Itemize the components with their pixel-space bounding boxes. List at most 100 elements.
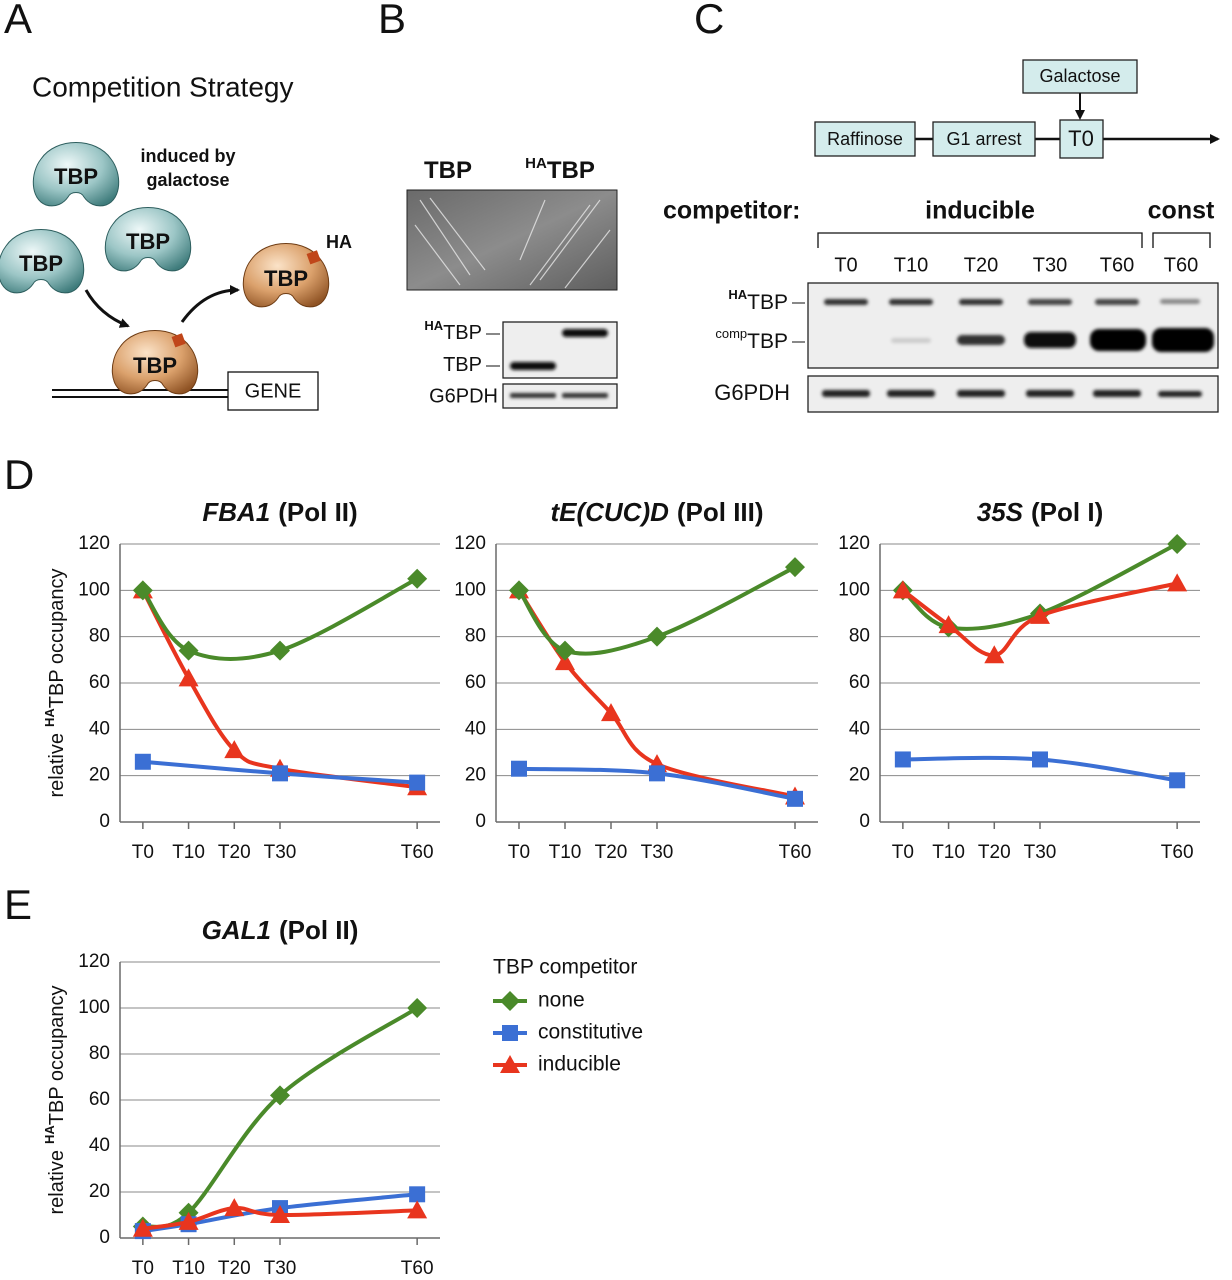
marker-square bbox=[894, 751, 911, 768]
marker-triangle bbox=[178, 1211, 199, 1230]
marker-triangle bbox=[407, 1200, 428, 1219]
y-tick-label: 40 bbox=[849, 718, 870, 739]
y-tick-label: 120 bbox=[78, 533, 110, 554]
marker-triangle bbox=[132, 1218, 153, 1237]
y-tick-label: 0 bbox=[859, 811, 870, 832]
timeline-box bbox=[932, 121, 1036, 157]
marker-triangle bbox=[500, 1055, 520, 1073]
panel-label: E bbox=[4, 881, 32, 928]
y-tick-label: 60 bbox=[849, 672, 870, 693]
y-tick-label: 80 bbox=[89, 626, 110, 647]
x-tick-label: T0 bbox=[892, 842, 914, 863]
x-tick-label: T30 bbox=[1024, 842, 1057, 863]
x-tick-label: T20 bbox=[218, 1258, 251, 1279]
inducer-box bbox=[1022, 59, 1138, 94]
y-tick-label: 40 bbox=[465, 718, 486, 739]
y-tick-label: 20 bbox=[89, 765, 110, 786]
label-base: TBP bbox=[547, 157, 595, 184]
blot-band bbox=[562, 329, 608, 337]
protein-label: TBP bbox=[19, 251, 63, 276]
plate-photo bbox=[406, 189, 618, 291]
chart-title: FBA1 (Pol II) bbox=[202, 497, 357, 527]
bracket bbox=[817, 232, 1143, 248]
marker-diamond bbox=[555, 640, 575, 661]
marker-square bbox=[511, 760, 527, 777]
series-line bbox=[142, 1006, 419, 1229]
competitor-label: competitor: bbox=[663, 197, 801, 225]
ha-tag bbox=[171, 333, 186, 348]
panel-c: C Raffinose G1 arrest T0 Galactose compe… bbox=[663, 0, 1220, 413]
y-axis-label: relative HATBP occupancy bbox=[42, 569, 68, 798]
marker-triangle bbox=[1030, 605, 1050, 624]
marker-diamond bbox=[407, 998, 428, 1018]
arrow bbox=[180, 285, 240, 323]
polymerase: (Pol III) bbox=[677, 497, 764, 527]
gene-name: 35S bbox=[977, 497, 1024, 527]
y-tick-label: 0 bbox=[99, 1227, 110, 1248]
y-tick-label: 20 bbox=[849, 765, 870, 786]
timeline-box bbox=[1059, 119, 1104, 159]
x-tick-label: T60 bbox=[1161, 842, 1194, 863]
marker-square bbox=[649, 765, 665, 782]
blot-band bbox=[510, 362, 556, 370]
polymerase: (Pol I) bbox=[1031, 497, 1103, 527]
label-base: TBP bbox=[747, 330, 788, 353]
protein-label: TBP bbox=[264, 266, 308, 291]
superscript: HA bbox=[42, 1125, 57, 1144]
marker-triangle bbox=[892, 580, 913, 599]
label-prefix: relative bbox=[46, 733, 68, 797]
tag-label: HA bbox=[326, 232, 352, 252]
legend-title: TBP competitor bbox=[493, 956, 637, 979]
gene-box bbox=[227, 371, 319, 411]
y-tick-label: 80 bbox=[465, 626, 486, 647]
line-chart: GAL1 (Pol II) 0 20 40 60 80 100 120 T0 T10 T20 T30 T6… bbox=[42, 915, 643, 1279]
panel-label: C bbox=[694, 0, 724, 42]
lane-label: T10 bbox=[894, 254, 928, 276]
lane-label: T60 bbox=[1164, 254, 1198, 276]
x-tick-label: T0 bbox=[132, 842, 154, 863]
series-line bbox=[517, 565, 796, 656]
y-tick-label: 0 bbox=[475, 811, 486, 832]
blot-label: HATBP bbox=[728, 287, 788, 313]
panel-a: A Competition Strategy TBP TBP TBP induc… bbox=[0, 0, 352, 411]
marker-diamond bbox=[500, 991, 520, 1011]
marker-square bbox=[1169, 772, 1186, 789]
x-tick-label: T20 bbox=[218, 842, 251, 863]
y-tick-label: 120 bbox=[78, 951, 110, 972]
marker-triangle bbox=[178, 668, 199, 687]
x-tick-label: T30 bbox=[641, 842, 674, 863]
x-tick-label: T60 bbox=[779, 842, 812, 863]
marker-diamond bbox=[1167, 534, 1188, 554]
timeline-label: T0 bbox=[1068, 126, 1094, 151]
y-tick-label: 80 bbox=[89, 1043, 110, 1064]
x-tick-label: T60 bbox=[401, 1258, 434, 1279]
polymerase: (Pol II) bbox=[279, 915, 358, 945]
inducer-label: Galactose bbox=[1039, 66, 1120, 86]
chart-title: tE(CUC)D (Pol III) bbox=[550, 497, 763, 527]
chart-title: GAL1 (Pol II) bbox=[202, 915, 359, 945]
label-base: TBP occupancy bbox=[46, 986, 68, 1126]
strain-label: TBP bbox=[424, 157, 472, 184]
label-base: TBP bbox=[747, 291, 788, 314]
y-tick-label: 80 bbox=[849, 626, 870, 647]
gene-label: GENE bbox=[245, 380, 302, 402]
marker-triangle bbox=[224, 740, 245, 759]
timeline-box bbox=[814, 121, 916, 157]
blot-label: HATBP bbox=[424, 318, 482, 344]
marker-square bbox=[502, 1025, 518, 1041]
marker-diamond bbox=[132, 580, 153, 601]
legend-label: constitutive bbox=[538, 1021, 643, 1044]
induction-text: galactose bbox=[146, 170, 229, 190]
marker-square bbox=[272, 765, 288, 782]
ha-tag bbox=[306, 250, 321, 265]
western-blot bbox=[807, 282, 1219, 369]
label-base: TBP bbox=[443, 322, 482, 344]
x-tick-label: T0 bbox=[132, 1258, 154, 1279]
blot-label: compTBP bbox=[715, 326, 788, 352]
marker-diamond bbox=[647, 626, 667, 647]
bracket bbox=[1152, 232, 1211, 248]
marker-diamond bbox=[270, 640, 290, 661]
panel-b: B TBP HATBP HATBP TBP G6PDH bbox=[378, 0, 618, 409]
y-tick-label: 20 bbox=[465, 765, 486, 786]
